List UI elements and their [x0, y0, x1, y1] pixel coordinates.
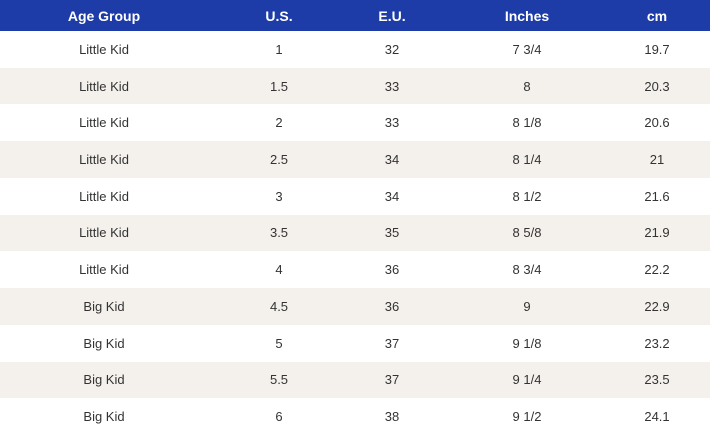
- table-cell: 1: [275, 41, 283, 57]
- table-cell: Little Kid: [79, 225, 129, 241]
- table-cell: 8 1/4: [512, 152, 542, 168]
- table-cell: 21: [649, 152, 665, 168]
- table-cell: 37: [384, 372, 400, 388]
- table-row: Little Kid 1.5 33 8 20.3: [0, 67, 710, 105]
- table-cell: 24.1: [644, 409, 670, 425]
- table-cell: 22.2: [644, 262, 670, 278]
- table-cell: 21.6: [644, 188, 670, 204]
- header-cell: E.U.: [378, 7, 406, 24]
- table-cell: 34: [384, 188, 400, 204]
- table-cell: 23.5: [644, 372, 670, 388]
- table-cell: 33: [384, 115, 400, 131]
- table-cell: 3.5: [269, 225, 289, 241]
- header-cell: Inches: [504, 7, 550, 24]
- table-cell: 36: [384, 262, 400, 278]
- table-cell: 1.5: [269, 78, 289, 94]
- table-cell: 20.6: [644, 115, 670, 131]
- table-row: Big Kid 4.5 36 9 22.9: [0, 288, 710, 325]
- table-cell: 8: [523, 78, 531, 94]
- table-cell: 37: [384, 335, 400, 351]
- table-cell: Little Kid: [79, 115, 129, 131]
- header-cell: cm: [646, 7, 668, 24]
- table-row: Big Kid 5.5 37 9 1/4 23.5: [0, 361, 710, 399]
- table-cell: 2: [275, 115, 283, 131]
- table-cell: Little Kid: [79, 188, 129, 204]
- table-cell: 9 1/8: [512, 335, 542, 351]
- table-cell: 6: [275, 409, 283, 425]
- table-cell: 4.5: [269, 298, 289, 314]
- table-row: Little Kid 2.5 34 8 1/4 21: [0, 141, 710, 178]
- table-cell: 21.9: [644, 225, 670, 241]
- table-cell: 2.5: [269, 152, 289, 168]
- table-cell: 9 1/4: [512, 372, 542, 388]
- table-cell: 38: [384, 409, 400, 425]
- table-cell: 33: [384, 78, 400, 94]
- table-cell: 5: [275, 335, 283, 351]
- table-cell: 22.9: [644, 298, 670, 314]
- table-row: Little Kid 4 36 8 3/4 22.2: [0, 251, 710, 288]
- table-cell: 35: [384, 225, 400, 241]
- table-cell: 3: [275, 188, 283, 204]
- table-cell: Little Kid: [79, 152, 129, 168]
- table-row: Big Kid 6 38 9 1/2 24.1: [0, 398, 710, 435]
- table-cell: Little Kid: [79, 262, 129, 278]
- header-row: Age Group U.S. E.U. Inches cm: [0, 0, 710, 31]
- table-cell: 4: [275, 262, 283, 278]
- table-cell: 5.5: [269, 372, 289, 388]
- table-cell: 20.3: [644, 78, 670, 94]
- table-cell: 36: [384, 298, 400, 314]
- table-cell: Little Kid: [79, 78, 129, 94]
- table-cell: Little Kid: [79, 41, 129, 57]
- table-cell: 23.2: [644, 335, 670, 351]
- header-cell: Age Group: [67, 7, 141, 24]
- table-row: Big Kid 5 37 9 1/8 23.2: [0, 325, 710, 362]
- header-cell: U.S.: [265, 7, 293, 24]
- table-row: Little Kid 2 33 8 1/8 20.6: [0, 104, 710, 141]
- table-row: Little Kid 1 32 7 3/4 19.7: [0, 31, 710, 68]
- table-cell: 7 3/4: [512, 41, 542, 57]
- table-cell: 8 1/8: [512, 115, 542, 131]
- table-cell: 32: [384, 41, 400, 57]
- table-cell: Big Kid: [83, 298, 125, 314]
- table-cell: 9 1/2: [512, 409, 542, 425]
- table-cell: Big Kid: [83, 372, 125, 388]
- table-cell: 8 3/4: [512, 262, 542, 278]
- table-cell: 34: [384, 152, 400, 168]
- table-cell: 9: [523, 298, 531, 314]
- table-row: Little Kid 3 34 8 1/2 21.6: [0, 178, 710, 215]
- table-row: Little Kid 3.5 35 8 5/8 21.9: [0, 214, 710, 252]
- table-cell: 8 1/2: [512, 188, 542, 204]
- table-cell: Big Kid: [83, 335, 125, 351]
- table-cell: 8 5/8: [512, 225, 542, 241]
- table-cell: Big Kid: [83, 409, 125, 425]
- table-cell: 19.7: [644, 41, 670, 57]
